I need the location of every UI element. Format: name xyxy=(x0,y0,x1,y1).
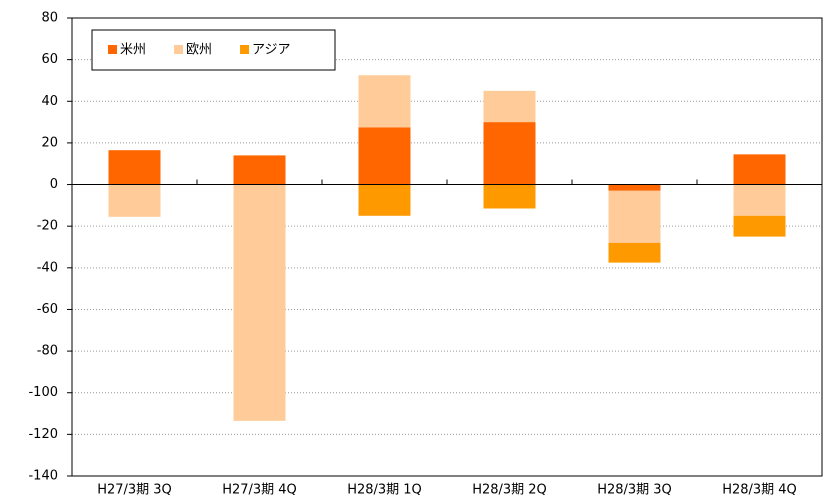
y-tick-label: -100 xyxy=(28,385,58,400)
legend-label: 米州 xyxy=(120,43,146,58)
bar-segment xyxy=(483,90,536,123)
y-tick-label: 40 xyxy=(41,94,58,109)
legend-label: アジア xyxy=(252,43,290,58)
y-tick-label: 60 xyxy=(41,52,58,67)
bar-segment xyxy=(608,190,661,243)
y-tick-label: 0 xyxy=(50,177,58,192)
y-tick-label: -20 xyxy=(37,219,58,234)
plot-frame xyxy=(71,17,823,477)
bar-segment xyxy=(108,150,161,185)
legend-swatch xyxy=(240,45,250,54)
x-tick-label: H28/3期 1Q xyxy=(347,483,422,498)
legend-box xyxy=(91,29,336,71)
bar-segment xyxy=(358,184,411,216)
bar-segment xyxy=(608,184,661,191)
legend-label: 欧州 xyxy=(186,43,212,58)
bar-segment xyxy=(608,242,661,263)
bar-segment xyxy=(358,127,411,185)
bar-segment xyxy=(733,154,786,185)
bar-segment xyxy=(483,184,536,209)
y-tick-label: 20 xyxy=(41,135,58,150)
legend-swatch xyxy=(174,45,184,54)
y-tick-label: -120 xyxy=(28,427,58,442)
y-tick-label: -140 xyxy=(28,469,58,484)
bar-segment xyxy=(108,184,161,217)
bar-segment xyxy=(733,184,786,216)
x-tick-label: H28/3期 2Q xyxy=(472,483,547,498)
x-tick-label: H27/3期 3Q xyxy=(97,483,172,498)
x-tick-label: H27/3期 4Q xyxy=(222,483,297,498)
legend: 米州 欧州 アジア xyxy=(91,29,336,71)
x-tick-label: H28/3期 4Q xyxy=(722,483,797,498)
bar-segment xyxy=(233,184,286,421)
bar-segment xyxy=(233,155,286,185)
x-tick-label: H28/3期 3Q xyxy=(597,483,672,498)
y-tick-label: -40 xyxy=(37,260,58,275)
legend-swatch xyxy=(108,45,117,54)
bar-segment xyxy=(358,75,411,128)
bar-segment xyxy=(733,215,786,237)
y-tick-label: 80 xyxy=(41,11,58,26)
bar-segment xyxy=(483,122,536,185)
y-tick-label: -60 xyxy=(37,302,58,317)
y-tick-label: -80 xyxy=(37,344,58,359)
